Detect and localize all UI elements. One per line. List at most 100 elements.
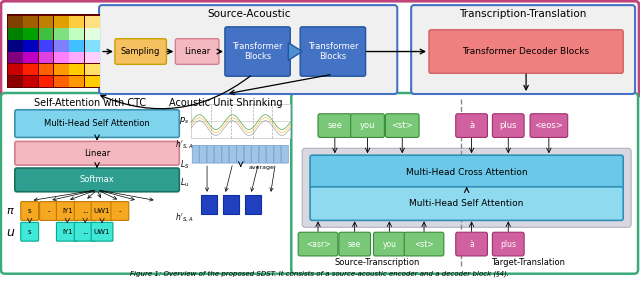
Text: <st>: <st> bbox=[392, 121, 413, 130]
Text: ...: ... bbox=[82, 229, 88, 235]
FancyBboxPatch shape bbox=[310, 155, 623, 189]
FancyBboxPatch shape bbox=[274, 145, 281, 163]
FancyBboxPatch shape bbox=[374, 232, 405, 256]
FancyBboxPatch shape bbox=[492, 232, 524, 256]
Text: see: see bbox=[328, 121, 342, 130]
Bar bbox=[84, 64, 100, 75]
FancyBboxPatch shape bbox=[302, 148, 631, 227]
FancyBboxPatch shape bbox=[91, 222, 113, 241]
Bar bbox=[54, 28, 69, 40]
FancyBboxPatch shape bbox=[252, 145, 259, 163]
Polygon shape bbox=[288, 43, 302, 60]
FancyBboxPatch shape bbox=[266, 145, 273, 163]
Bar bbox=[23, 64, 38, 75]
FancyBboxPatch shape bbox=[20, 201, 38, 220]
Text: s: s bbox=[28, 208, 31, 214]
FancyBboxPatch shape bbox=[229, 145, 236, 163]
Text: Multi-Head Self Attention: Multi-Head Self Attention bbox=[44, 119, 150, 128]
Text: Figure 1: Overview of the proposed SDST. It consists of a source-acoustic encode: Figure 1: Overview of the proposed SDST.… bbox=[131, 270, 509, 277]
Bar bbox=[69, 16, 84, 28]
Bar bbox=[7, 14, 100, 88]
Text: $h'_{S,A}$: $h'_{S,A}$ bbox=[175, 139, 194, 151]
FancyBboxPatch shape bbox=[56, 201, 78, 220]
FancyBboxPatch shape bbox=[282, 145, 288, 163]
Text: IY1: IY1 bbox=[62, 208, 73, 214]
Bar bbox=[54, 76, 69, 87]
Bar bbox=[38, 52, 54, 63]
Bar bbox=[38, 28, 54, 40]
Text: $\pi$: $\pi$ bbox=[6, 205, 15, 216]
Bar bbox=[54, 16, 69, 28]
FancyBboxPatch shape bbox=[259, 145, 266, 163]
Text: plus: plus bbox=[499, 121, 517, 130]
Text: $h'_{S,A}$: $h'_{S,A}$ bbox=[175, 211, 194, 224]
Text: UW1: UW1 bbox=[94, 208, 110, 214]
FancyBboxPatch shape bbox=[74, 201, 96, 220]
Bar bbox=[54, 64, 69, 75]
FancyBboxPatch shape bbox=[91, 201, 113, 220]
FancyBboxPatch shape bbox=[1, 93, 293, 274]
Text: Self-Attention with CTC: Self-Attention with CTC bbox=[34, 98, 146, 108]
FancyBboxPatch shape bbox=[404, 232, 444, 256]
Text: Transformer
Blocks: Transformer Blocks bbox=[308, 42, 358, 61]
Bar bbox=[84, 76, 100, 87]
Bar bbox=[244, 195, 260, 215]
FancyBboxPatch shape bbox=[237, 145, 244, 163]
Text: $u$: $u$ bbox=[6, 226, 15, 239]
Bar bbox=[8, 16, 23, 28]
FancyBboxPatch shape bbox=[20, 222, 38, 241]
FancyBboxPatch shape bbox=[99, 5, 397, 94]
Text: Sampling: Sampling bbox=[121, 47, 161, 56]
Bar bbox=[69, 64, 84, 75]
Text: Linear: Linear bbox=[84, 149, 110, 158]
Text: IY1: IY1 bbox=[62, 229, 73, 235]
Text: you: you bbox=[382, 240, 396, 248]
FancyBboxPatch shape bbox=[175, 39, 219, 64]
Bar bbox=[8, 64, 23, 75]
Text: ...: ... bbox=[82, 208, 88, 214]
Text: <eos>: <eos> bbox=[534, 121, 563, 130]
FancyBboxPatch shape bbox=[318, 114, 352, 138]
FancyBboxPatch shape bbox=[300, 27, 365, 76]
Bar bbox=[69, 40, 84, 52]
Bar bbox=[84, 52, 100, 63]
FancyBboxPatch shape bbox=[111, 201, 129, 220]
Bar bbox=[8, 28, 23, 40]
Bar bbox=[38, 40, 54, 52]
Text: Transcription-Translation: Transcription-Translation bbox=[460, 9, 587, 19]
Text: plus: plus bbox=[500, 240, 516, 248]
Text: Linear: Linear bbox=[184, 47, 211, 56]
Bar bbox=[8, 52, 23, 63]
Bar bbox=[23, 52, 38, 63]
Bar bbox=[38, 76, 54, 87]
FancyBboxPatch shape bbox=[15, 168, 179, 192]
Bar bbox=[23, 76, 38, 87]
FancyBboxPatch shape bbox=[411, 5, 635, 94]
Text: Acoustic Unit Shrinking: Acoustic Unit Shrinking bbox=[169, 98, 283, 108]
FancyBboxPatch shape bbox=[310, 187, 623, 220]
FancyBboxPatch shape bbox=[530, 114, 568, 138]
Text: -: - bbox=[118, 208, 121, 214]
Bar bbox=[54, 52, 69, 63]
Bar bbox=[84, 40, 100, 52]
Text: Softmax: Softmax bbox=[80, 175, 115, 185]
Bar bbox=[84, 28, 100, 40]
FancyBboxPatch shape bbox=[74, 222, 96, 241]
FancyBboxPatch shape bbox=[225, 27, 291, 76]
Bar bbox=[69, 28, 84, 40]
FancyBboxPatch shape bbox=[40, 201, 58, 220]
Bar bbox=[201, 195, 217, 215]
Bar bbox=[69, 52, 84, 63]
FancyBboxPatch shape bbox=[244, 145, 251, 163]
FancyBboxPatch shape bbox=[192, 145, 199, 163]
Text: Transformer
Blocks: Transformer Blocks bbox=[232, 42, 283, 61]
Text: $p_s$: $p_s$ bbox=[179, 115, 189, 126]
Text: Multi-Head Cross Attention: Multi-Head Cross Attention bbox=[406, 168, 527, 177]
Bar bbox=[8, 76, 23, 87]
Text: <asr>: <asr> bbox=[306, 240, 330, 248]
Bar bbox=[23, 40, 38, 52]
Text: $L_S$: $L_S$ bbox=[179, 159, 189, 171]
FancyBboxPatch shape bbox=[115, 39, 166, 64]
Text: Target-Translation: Target-Translation bbox=[491, 258, 565, 267]
FancyBboxPatch shape bbox=[200, 145, 207, 163]
